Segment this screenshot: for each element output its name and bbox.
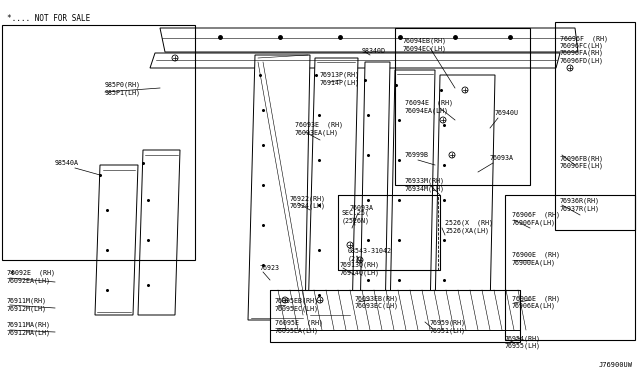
Text: 76911M(RH)
76912M(LH): 76911M(RH) 76912M(LH) bbox=[7, 298, 47, 312]
Polygon shape bbox=[360, 62, 390, 320]
Bar bbox=[2, 25, 195, 260]
Text: *: * bbox=[10, 270, 15, 280]
Text: 76093EB(RH)
76093EC(LH): 76093EB(RH) 76093EC(LH) bbox=[355, 295, 399, 309]
Polygon shape bbox=[160, 28, 578, 52]
Text: *.... NOT FOR SALE: *.... NOT FOR SALE bbox=[7, 14, 90, 23]
Text: 76940U: 76940U bbox=[495, 110, 519, 116]
Bar bbox=[395, 28, 530, 185]
Text: 76093A: 76093A bbox=[350, 205, 374, 211]
Text: 98540A: 98540A bbox=[55, 160, 79, 166]
Text: 76092E  (RH)
76092EA(LH): 76092E (RH) 76092EA(LH) bbox=[7, 270, 55, 284]
Polygon shape bbox=[390, 70, 435, 315]
Text: 76093A: 76093A bbox=[490, 155, 514, 161]
Text: 76923: 76923 bbox=[260, 265, 280, 271]
Polygon shape bbox=[435, 75, 495, 310]
Text: 76095E  (RH)
76095EA(LH): 76095E (RH) 76095EA(LH) bbox=[275, 320, 323, 334]
Text: 985P0(RH)
985P1(LH): 985P0(RH) 985P1(LH) bbox=[105, 82, 141, 96]
Text: 76906F  (RH)
76906FA(LH): 76906F (RH) 76906FA(LH) bbox=[512, 212, 560, 226]
Bar bbox=[338, 195, 438, 270]
Text: 76096FB(RH)
76096FE(LH): 76096FB(RH) 76096FE(LH) bbox=[560, 155, 604, 169]
Text: 76959(RH)
76951(LH): 76959(RH) 76951(LH) bbox=[430, 320, 466, 334]
Polygon shape bbox=[150, 53, 560, 68]
Text: 76094E  (RH)
76094EA(LH): 76094E (RH) 76094EA(LH) bbox=[405, 100, 453, 114]
Polygon shape bbox=[308, 58, 358, 318]
Text: 76093E  (RH)
76093EA(LH): 76093E (RH) 76093EA(LH) bbox=[295, 122, 343, 136]
Text: 76095EB(RH)
76095EC(LH): 76095EB(RH) 76095EC(LH) bbox=[275, 298, 319, 312]
Polygon shape bbox=[138, 150, 180, 315]
Text: 76906E  (RH)
76906EA(LH): 76906E (RH) 76906EA(LH) bbox=[512, 295, 560, 309]
Text: 76094EB(RH)
76094EC(LH): 76094EB(RH) 76094EC(LH) bbox=[403, 38, 447, 52]
Text: 76999B: 76999B bbox=[405, 152, 429, 158]
Bar bbox=[505, 195, 635, 340]
Text: SEC.25(
(2526N): SEC.25( (2526N) bbox=[342, 210, 370, 224]
Text: 76913P(RH)
76914P(LH): 76913P(RH) 76914P(LH) bbox=[320, 72, 360, 86]
Bar bbox=[270, 290, 520, 342]
Text: 76954(RH)
76955(LH): 76954(RH) 76955(LH) bbox=[505, 335, 541, 349]
Polygon shape bbox=[270, 290, 520, 330]
Text: 76936R(RH)
76937R(LH): 76936R(RH) 76937R(LH) bbox=[560, 198, 600, 212]
Text: 76933M(RH)
76934M(LH): 76933M(RH) 76934M(LH) bbox=[405, 178, 445, 192]
Text: 76913Q(RH)
76914Q(LH): 76913Q(RH) 76914Q(LH) bbox=[340, 262, 380, 276]
Text: 08543-31042
(2): 08543-31042 (2) bbox=[348, 248, 392, 262]
Text: J76900UW: J76900UW bbox=[599, 362, 633, 368]
Text: 76900E  (RH)
76900EA(LH): 76900E (RH) 76900EA(LH) bbox=[512, 252, 560, 266]
Text: 76911MA(RH)
76912MA(LH): 76911MA(RH) 76912MA(LH) bbox=[7, 322, 51, 336]
Text: 2526(X  (RH)
2526(XA(LH): 2526(X (RH) 2526(XA(LH) bbox=[445, 220, 493, 234]
Text: 98340D: 98340D bbox=[362, 48, 386, 54]
Bar bbox=[555, 22, 635, 230]
Polygon shape bbox=[248, 55, 310, 320]
Bar bbox=[338, 195, 440, 270]
Text: 76096F  (RH)
76096FC(LH)
76096FA(RH)
76096FD(LH): 76096F (RH) 76096FC(LH) 76096FA(RH) 7609… bbox=[560, 35, 608, 64]
Text: 76922(RH)
76924(LH): 76922(RH) 76924(LH) bbox=[290, 195, 326, 209]
Polygon shape bbox=[95, 165, 138, 315]
